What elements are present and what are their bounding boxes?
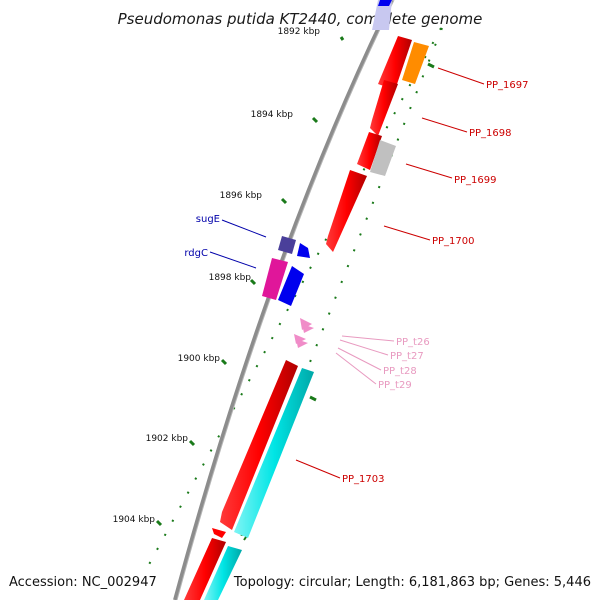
map-title: Pseudomonas putida KT2440, complete geno… (118, 10, 483, 28)
tick-label: 1900 kbp (178, 354, 221, 364)
cds-arrow-pp1698b (357, 132, 382, 170)
label-pp1703: PP_1703 (342, 474, 385, 485)
cds-pp1697 (402, 42, 429, 84)
inner-major-tick (427, 62, 435, 69)
label-sugE: sugE (196, 214, 220, 225)
leader-pp_t28 (337, 347, 382, 371)
label-pp1699: PP_1699 (454, 175, 497, 186)
inner-major-tick (309, 395, 317, 402)
label-pp1698: PP_1698 (469, 128, 512, 139)
trna-pp_t27 (302, 324, 314, 333)
label-pp_t28: PP_t28 (383, 366, 417, 377)
leader-pp1700 (383, 225, 431, 241)
gene-sugE (278, 236, 296, 254)
inner-minor-tick (243, 536, 247, 541)
feature-cyan-bottom (204, 546, 242, 600)
accession-text: Accession: NC_002947 (9, 575, 157, 590)
tick-label: 1904 kbp (113, 515, 156, 525)
tick-label: 1894 kbp (251, 110, 294, 120)
cds-small (212, 528, 226, 538)
tick-label: 1896 kbp (220, 191, 263, 201)
leader-sugE (221, 219, 267, 238)
cds-pp1699 (370, 140, 396, 176)
label-rdgC: rdgC (184, 248, 208, 259)
leader-rdgC (209, 251, 257, 269)
label-pp_t26: PP_t26 (396, 337, 430, 348)
major-tick (188, 439, 196, 447)
label-pp_t29: PP_t29 (378, 380, 412, 391)
leader-pp_t27 (339, 339, 389, 356)
trna-pp_t29 (296, 339, 308, 348)
tick-label: 1892 kbp (278, 27, 321, 37)
leader-pp_t26 (341, 335, 395, 342)
cds-arrow-pp1703 (220, 360, 298, 530)
label-pp_t27: PP_t27 (390, 351, 424, 362)
feature-cyan-long (234, 368, 314, 538)
cds-arrow-pp1696 (378, 36, 412, 90)
feature-lavender (372, 0, 392, 30)
leader-pp1703 (295, 459, 341, 479)
cds-arrow-pp1698 (370, 80, 398, 136)
gene-blue-large (278, 266, 304, 306)
gene-rdgC (262, 258, 288, 300)
major-tick (249, 278, 257, 286)
major-tick (155, 519, 163, 527)
cds-arrow-bottom (184, 538, 226, 600)
major-tick (220, 358, 228, 366)
leader-pp_t29 (335, 352, 377, 385)
tick-label: 1902 kbp (146, 434, 189, 444)
major-tick (311, 116, 319, 124)
gene-blue-small (297, 243, 310, 258)
major-tick (339, 36, 345, 41)
feature-blue-top (378, 0, 392, 6)
major-tick (280, 197, 288, 205)
leader-pp1697 (437, 67, 485, 85)
tick-label: 1898 kbp (209, 273, 252, 283)
cds-arrow-pp1700 (326, 170, 367, 252)
outer-tick-track (145, 27, 442, 571)
label-pp1697: PP_1697 (486, 80, 529, 91)
genome-summary-text: Topology: circular; Length: 6,181,863 bp… (233, 575, 591, 590)
label-pp1700: PP_1700 (432, 236, 475, 247)
leader-pp1699 (405, 163, 453, 179)
leader-pp1698 (421, 117, 468, 133)
